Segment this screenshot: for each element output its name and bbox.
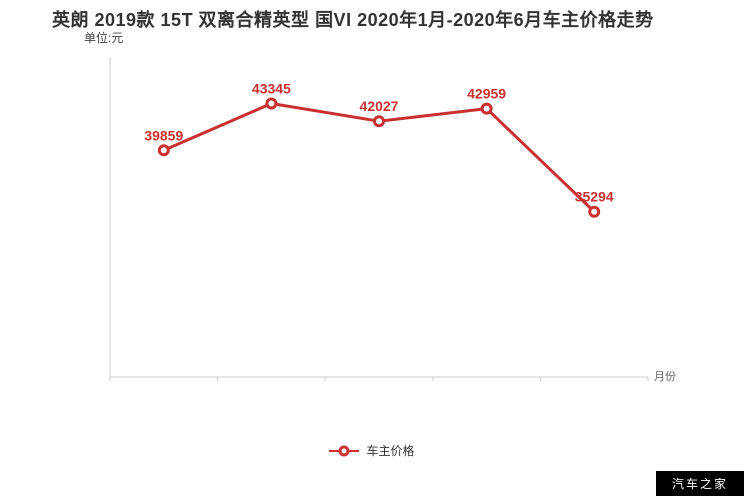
data-point-marker [373,115,385,128]
legend-donut-marker-icon [338,445,350,456]
data-point-label: 42959 [467,86,506,102]
legend-item-owner-price[interactable]: 车主价格 [329,442,415,459]
watermark-text: 汽车之家 [671,477,728,491]
legend-label: 车主价格 [366,444,415,458]
watermark-badge: 汽车之家 [656,471,744,496]
x-axis-label: 月份 [654,371,676,383]
data-point-label: 43345 [252,81,291,97]
data-point-marker [480,102,493,115]
legend-line-marker-icon [329,445,360,457]
data-point-label: 42027 [360,98,399,114]
data-point-marker [588,205,601,218]
legend: 车主价格 [0,442,744,459]
data-point-marker [265,97,278,110]
data-point-marker [157,144,170,157]
y-axis-unit-label: 单位:元 [84,31,124,45]
data-point-label: 39859 [144,127,183,143]
data-point-label: 35294 [575,189,614,205]
chart-title: 英朗 2019款 15T 双离合精英型 国VI 2020年1月-2020年6月车… [52,10,654,30]
